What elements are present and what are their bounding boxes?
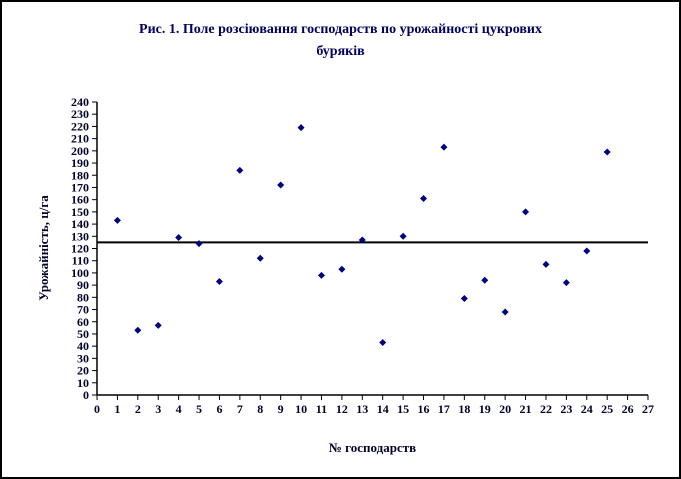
x-tick-label: 19 [479, 402, 491, 416]
data-point [522, 208, 530, 216]
y-tick-label: 70 [77, 303, 89, 317]
data-point [542, 260, 550, 268]
y-tick-label: 40 [77, 339, 89, 353]
x-tick-label: 22 [540, 402, 552, 416]
x-tick-label: 16 [418, 402, 430, 416]
y-tick-label: 60 [77, 315, 89, 329]
x-tick-label: 12 [336, 402, 348, 416]
y-tick-label: 120 [71, 242, 89, 256]
data-point [420, 194, 428, 202]
x-tick-label: 15 [397, 402, 409, 416]
x-tick-label: 21 [520, 402, 532, 416]
x-tick-label: 20 [499, 402, 511, 416]
x-tick-label: 24 [581, 402, 593, 416]
y-tick-label: 50 [77, 327, 89, 341]
chart-title-line2: буряків [316, 44, 365, 59]
x-tick-label: 27 [642, 402, 654, 416]
y-tick-label: 20 [77, 364, 89, 378]
y-tick-label: 200 [71, 144, 89, 158]
y-tick-label: 100 [71, 266, 89, 280]
data-point [215, 277, 223, 285]
y-tick-label: 110 [72, 254, 89, 268]
x-tick-label: 1 [114, 402, 120, 416]
y-tick-label: 0 [83, 388, 89, 402]
y-tick-label: 170 [71, 180, 89, 194]
data-point [195, 240, 203, 248]
data-point [277, 181, 285, 189]
data-point [379, 339, 387, 347]
data-point [460, 295, 468, 303]
y-tick-label: 150 [71, 205, 89, 219]
x-tick-label: 13 [356, 402, 368, 416]
y-tick-label: 90 [77, 278, 89, 292]
data-point [236, 166, 244, 174]
y-tick-label: 140 [71, 217, 89, 231]
data-point [317, 271, 325, 279]
x-tick-label: 10 [295, 402, 307, 416]
data-point [113, 216, 121, 224]
data-point [134, 326, 142, 334]
y-tick-label: 190 [71, 156, 89, 170]
y-tick-label: 30 [77, 351, 89, 365]
x-tick-label: 8 [257, 402, 263, 416]
y-tick-label: 80 [77, 290, 89, 304]
x-tick-label: 23 [560, 402, 572, 416]
y-tick-label: 160 [71, 193, 89, 207]
x-tick-label: 14 [377, 402, 389, 416]
x-tick-label: 11 [316, 402, 327, 416]
y-tick-label: 220 [71, 119, 89, 133]
x-tick-label: 3 [155, 402, 161, 416]
x-tick-label: 25 [601, 402, 613, 416]
x-tick-label: 9 [278, 402, 284, 416]
chart-title-line1: Рис. 1. Поле розсіювання господарств по … [139, 22, 542, 37]
data-point [256, 254, 264, 262]
data-point [154, 321, 162, 329]
data-point [440, 143, 448, 151]
x-tick-label: 2 [135, 402, 141, 416]
y-tick-label: 210 [71, 132, 89, 146]
x-tick-label: 5 [196, 402, 202, 416]
data-point [399, 232, 407, 240]
y-tick-label: 130 [71, 229, 89, 243]
data-point [297, 124, 305, 132]
data-point [481, 276, 489, 284]
data-point [358, 236, 366, 244]
data-point [603, 148, 611, 156]
data-point [562, 279, 570, 287]
x-tick-label: 17 [438, 402, 450, 416]
x-tick-label: 18 [458, 402, 470, 416]
data-point [338, 265, 346, 273]
y-tick-label: 240 [71, 95, 89, 109]
x-tick-label: 4 [176, 402, 182, 416]
x-tick-label: 26 [622, 402, 634, 416]
x-tick-label: 7 [237, 402, 243, 416]
data-point [583, 247, 591, 255]
y-axis-title: Урожайність, ц/га [36, 195, 51, 301]
data-point [175, 234, 183, 242]
x-axis-title: № господарств [328, 440, 417, 455]
y-tick-label: 180 [71, 168, 89, 182]
data-point [501, 308, 509, 316]
y-tick-label: 230 [71, 107, 89, 121]
y-tick-label: 10 [77, 376, 89, 390]
x-tick-label: 0 [94, 402, 100, 416]
x-tick-label: 6 [216, 402, 222, 416]
